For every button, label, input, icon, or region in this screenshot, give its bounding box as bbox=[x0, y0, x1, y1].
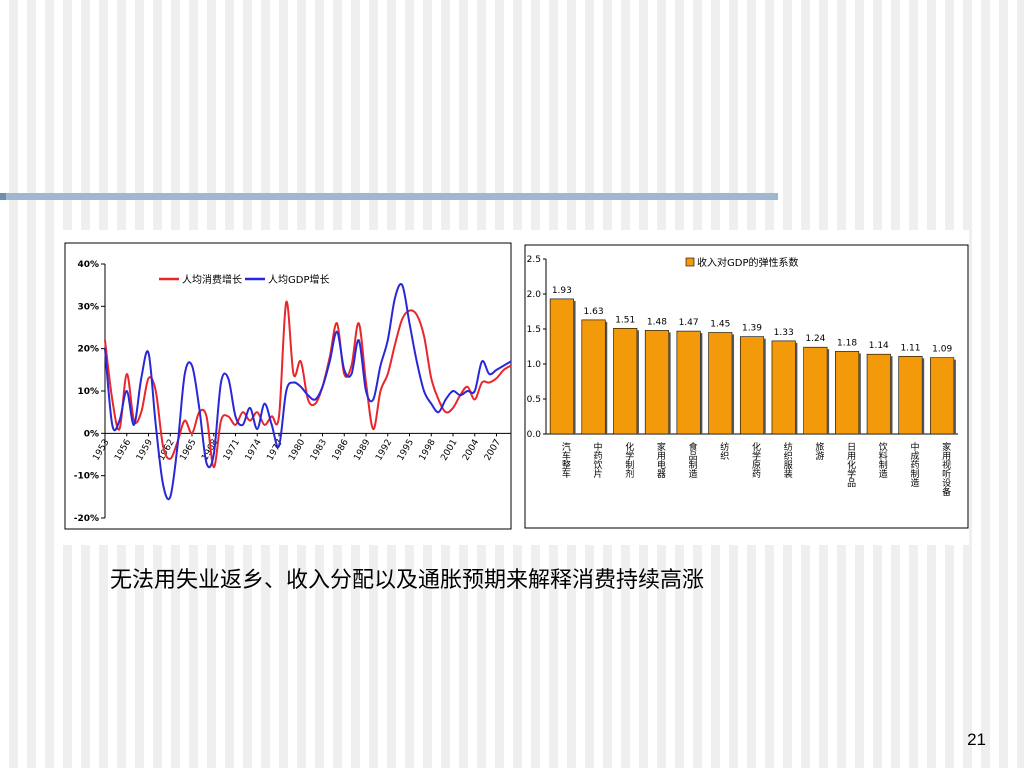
y-tick-label: 0.0 bbox=[527, 430, 542, 440]
bar-value-label: 1.18 bbox=[837, 338, 857, 348]
bar bbox=[708, 332, 733, 435]
bar bbox=[581, 319, 606, 435]
bar-value-label: 1.47 bbox=[679, 318, 699, 328]
y-tick-label: 1.5 bbox=[527, 325, 541, 335]
category-label: 化学原药 bbox=[750, 441, 761, 479]
bar-value-label: 1.39 bbox=[742, 324, 762, 334]
y-tick-label: 0.5 bbox=[527, 395, 541, 405]
slide-caption: 无法用失业返乡、收入分配以及通胀预期来解释消费持续高涨 bbox=[110, 568, 705, 593]
bar-value-label: 1.63 bbox=[584, 307, 604, 317]
title-rule-bar bbox=[0, 193, 778, 200]
bar-value-label: 1.11 bbox=[900, 343, 920, 353]
bar bbox=[676, 330, 701, 435]
bar bbox=[835, 351, 860, 435]
bar bbox=[644, 330, 669, 435]
bar bbox=[771, 340, 796, 435]
bar bbox=[866, 353, 891, 435]
bar bbox=[739, 336, 765, 435]
bar-value-label: 1.48 bbox=[647, 317, 667, 327]
y-tick-label: 1.0 bbox=[527, 360, 542, 370]
y-tick-label: 20% bbox=[77, 345, 99, 355]
category-label: 纺织服装 bbox=[782, 441, 793, 479]
bar-value-label: 1.93 bbox=[552, 286, 572, 296]
bar-value-label: 1.51 bbox=[615, 315, 635, 325]
line-chart: -20%-10%0%10%20%30%40%1953 1956 1959 1962 19… bbox=[64, 242, 512, 530]
bar-chart: 0.0 0.5 1.0 1.5 2.0 2.5 汽车整车 中药饮片 化学制剂 家用电器 食品制造 纺织… bbox=[524, 244, 969, 529]
y-tick-label: -10% bbox=[74, 472, 99, 482]
legend-entry-gdp: 人均GDP增长 bbox=[268, 273, 329, 286]
series-line-gdp bbox=[104, 283, 512, 501]
line-legend: 人均消费增长 人均GDP增长 bbox=[159, 273, 329, 286]
y-tick-label: -20% bbox=[74, 514, 99, 524]
legend-entry-consumption: 人均消费增长 bbox=[182, 273, 242, 286]
category-label: 家用电器 bbox=[655, 441, 666, 478]
category-label: 日用化学品 bbox=[845, 442, 856, 488]
y-tick-label: 40% bbox=[77, 260, 99, 270]
bar bbox=[930, 357, 955, 435]
bar bbox=[803, 346, 828, 435]
bar bbox=[613, 328, 638, 435]
category-label: 中药饮片 bbox=[592, 441, 603, 479]
y-tick-label: 0% bbox=[84, 429, 99, 439]
y-tick-label: 2.5 bbox=[527, 255, 541, 265]
legend-entry-elasticity: 收入对GDP的弹性系数 bbox=[697, 256, 798, 269]
page-number: 21 bbox=[967, 730, 986, 749]
category-label: 家用视听设备 bbox=[940, 441, 951, 496]
category-label: 纺织 bbox=[718, 441, 729, 461]
bar bbox=[898, 356, 923, 435]
bar-value-label: 1.09 bbox=[932, 345, 952, 355]
category-label: 食品制造 bbox=[687, 441, 698, 479]
title-rule-accent bbox=[0, 193, 6, 200]
category-label: 旅游 bbox=[813, 441, 824, 461]
category-label: 中成药制造 bbox=[908, 441, 919, 488]
bar-value-label: 1.24 bbox=[805, 334, 825, 344]
bar-value-label: 1.45 bbox=[710, 320, 730, 330]
bar-value-label: 1.14 bbox=[869, 341, 889, 351]
bar-legend: 收入对GDP的弹性系数 bbox=[685, 256, 798, 269]
bar bbox=[549, 298, 574, 435]
charts-panel: -20% -10% 0% 10% 20% 30% 40% 1953 1956 1959 1962 19… bbox=[61, 230, 969, 545]
category-label: 饮料制造 bbox=[877, 441, 888, 479]
category-label: 汽车整车 bbox=[560, 441, 571, 479]
category-label: 化学制剂 bbox=[623, 441, 634, 479]
y-tick-label: 10% bbox=[77, 387, 99, 397]
y-tick-label: 30% bbox=[77, 302, 99, 312]
y-tick-label: 2.0 bbox=[527, 290, 542, 300]
bar-value-label: 1.33 bbox=[774, 328, 794, 338]
